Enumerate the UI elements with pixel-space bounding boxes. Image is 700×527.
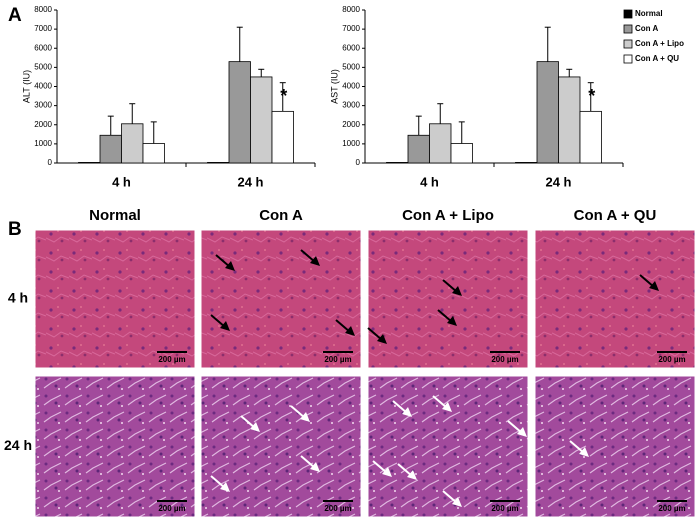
arrow-head <box>220 321 230 331</box>
arrow-head <box>300 412 310 422</box>
y-tick-label: 2000 <box>342 120 360 129</box>
scale-bar-label: 200 µm <box>324 355 351 364</box>
bar <box>536 61 559 164</box>
column-header: Con A + Lipo <box>402 207 494 224</box>
y-tick-label: 7000 <box>34 24 52 33</box>
x-tick-label: 4 h <box>420 174 439 189</box>
arrow-head <box>250 422 260 432</box>
annotation: * <box>280 86 287 106</box>
arrow-head <box>310 256 320 266</box>
bar <box>407 134 430 164</box>
y-axis-label: AST (IU) <box>329 69 339 104</box>
bar <box>142 143 165 164</box>
column-header: Con A + QU <box>574 207 657 224</box>
y-tick-label: 3000 <box>34 101 52 110</box>
bar <box>228 61 251 164</box>
y-tick-label: 3000 <box>342 101 360 110</box>
legend-label: Con A <box>635 24 658 33</box>
bar <box>515 162 538 164</box>
x-tick-label: 4 h <box>112 174 131 189</box>
scale-bar-label: 200 µm <box>491 355 518 364</box>
legend-label: Con A + Lipo <box>635 39 684 48</box>
y-axis-label: ALT (IU) <box>21 70 31 103</box>
micrograph <box>34 229 196 369</box>
row-label: 4 h <box>8 290 28 306</box>
y-tick-label: 0 <box>48 158 53 167</box>
arrow-head <box>345 326 355 336</box>
y-tick-label: 8000 <box>34 5 52 14</box>
arrow-head <box>310 462 320 472</box>
bar <box>429 123 452 164</box>
bar <box>558 76 581 164</box>
scale-bar-label: 200 µm <box>658 355 685 364</box>
panel-label: A <box>8 5 22 26</box>
y-tick-label: 0 <box>356 158 361 167</box>
scale-bar-label: 200 µm <box>491 504 518 513</box>
y-tick-label: 5000 <box>34 62 52 71</box>
column-header: Con A <box>259 207 303 224</box>
micrograph <box>367 375 529 518</box>
scale-bar-label: 200 µm <box>658 504 685 513</box>
y-tick-label: 7000 <box>342 24 360 33</box>
y-tick-label: 6000 <box>34 43 52 52</box>
legend-label: Normal <box>635 9 663 18</box>
y-tick-label: 5000 <box>342 62 360 71</box>
bar <box>78 162 101 164</box>
scale-bar-label: 200 µm <box>324 504 351 513</box>
legend-label: Con A + QU <box>635 54 679 63</box>
column-header: Normal <box>89 207 141 224</box>
arrow-head <box>382 467 392 477</box>
legend-swatch <box>623 9 633 19</box>
micrograph <box>34 375 196 518</box>
micrograph <box>367 229 529 369</box>
y-tick-label: 2000 <box>34 120 52 129</box>
panel-label: B <box>8 219 22 240</box>
bar <box>271 110 294 164</box>
annotation: * <box>588 86 595 106</box>
arrow-head <box>447 316 457 326</box>
y-tick-label: 4000 <box>34 82 52 91</box>
arrow-head <box>442 402 452 412</box>
legend-swatch <box>623 24 633 34</box>
bar <box>450 143 473 164</box>
arrow-head <box>377 334 387 344</box>
arrow-head <box>402 407 412 417</box>
y-tick-label: 8000 <box>342 5 360 14</box>
scale-bar-label: 200 µm <box>158 504 185 513</box>
arrow-head <box>452 497 462 507</box>
scale-bar-label: 200 µm <box>158 355 185 364</box>
bar <box>121 123 144 164</box>
micrograph <box>534 229 696 369</box>
arrow-head <box>220 482 230 492</box>
micrograph <box>200 229 362 369</box>
arrow-head <box>649 281 659 291</box>
arrow-head <box>517 427 527 437</box>
bar <box>207 162 230 164</box>
bar <box>250 76 273 164</box>
y-tick-label: 1000 <box>34 139 52 148</box>
y-tick-label: 6000 <box>342 43 360 52</box>
arrow-head <box>579 447 589 457</box>
arrow-head <box>407 470 417 480</box>
bar <box>386 162 409 164</box>
row-label: 24 h <box>4 437 32 453</box>
x-tick-label: 24 h <box>237 174 263 189</box>
x-tick-label: 24 h <box>545 174 571 189</box>
micrograph <box>534 375 696 518</box>
bar <box>579 110 602 164</box>
y-tick-label: 1000 <box>342 139 360 148</box>
legend-swatch <box>623 54 633 64</box>
y-tick-label: 4000 <box>342 82 360 91</box>
micrograph <box>200 375 362 518</box>
arrow-head <box>225 261 235 271</box>
legend-swatch <box>623 39 633 49</box>
bar <box>99 134 122 164</box>
arrow-head <box>452 286 462 296</box>
